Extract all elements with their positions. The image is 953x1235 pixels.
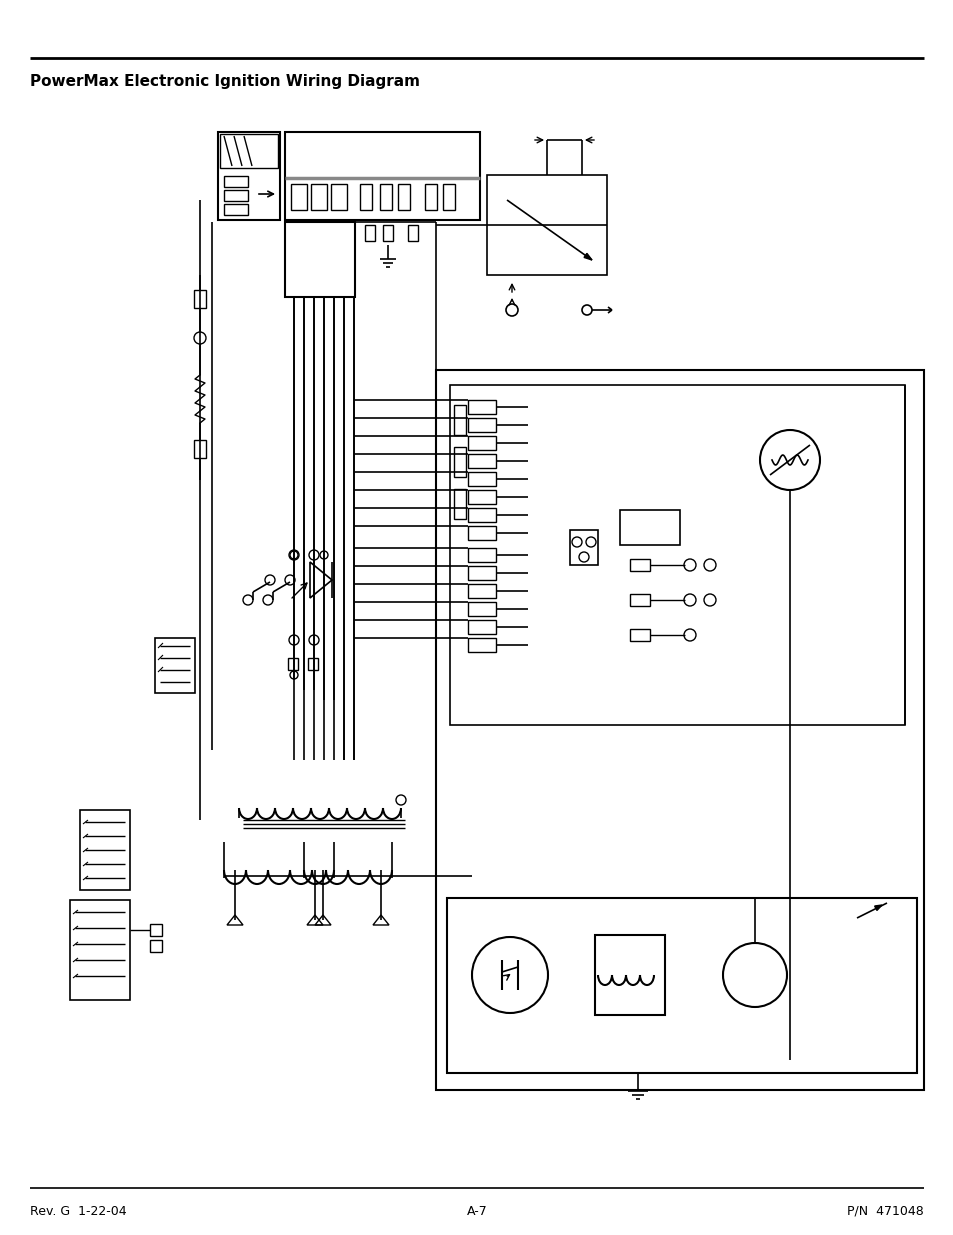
Bar [468,638,496,652]
Bar [150,924,162,936]
Bar [408,225,417,241]
Circle shape [290,671,297,679]
Bar [442,184,455,210]
Circle shape [395,795,406,805]
Bar [150,940,162,952]
Circle shape [285,576,294,585]
Bar [468,417,496,432]
Bar [619,510,679,545]
Bar [486,175,606,275]
Bar [291,184,307,210]
Circle shape [683,594,696,606]
Bar [468,490,496,504]
Bar [454,447,465,477]
Circle shape [683,559,696,571]
Polygon shape [583,253,592,261]
Bar [447,898,916,1073]
Bar [468,400,496,414]
Circle shape [585,537,596,547]
Bar [80,810,130,890]
Text: PowerMax Electronic Ignition Wiring Diagram: PowerMax Electronic Ignition Wiring Diag… [30,74,419,89]
Text: A-7: A-7 [466,1205,487,1218]
Bar [285,222,355,296]
Bar [629,559,649,571]
Bar [468,584,496,598]
Bar [468,548,496,562]
Bar [311,184,327,210]
Circle shape [309,635,318,645]
Bar [70,900,130,1000]
Bar [569,530,598,564]
Bar [331,184,347,210]
Circle shape [722,944,786,1007]
Bar [468,436,496,450]
Circle shape [193,332,206,345]
Bar [629,629,649,641]
Circle shape [703,594,716,606]
Bar [359,184,372,210]
Bar [468,472,496,487]
Bar [468,454,496,468]
Circle shape [243,595,253,605]
Text: P/N  471048: P/N 471048 [846,1205,923,1218]
Bar [454,405,465,435]
Circle shape [472,937,547,1013]
Bar [595,935,664,1015]
Bar [285,132,479,220]
Circle shape [760,430,820,490]
Polygon shape [874,905,882,910]
Bar [288,658,297,671]
Bar [468,601,496,616]
Circle shape [319,551,328,559]
Bar [424,184,436,210]
Bar [224,204,248,215]
Circle shape [578,552,588,562]
Bar [224,177,248,186]
Bar [436,370,923,1091]
Bar [224,190,248,201]
Circle shape [289,550,298,559]
Bar [193,440,206,458]
Circle shape [572,537,581,547]
Circle shape [289,635,298,645]
Bar [468,526,496,540]
Circle shape [265,576,274,585]
Circle shape [263,595,273,605]
Circle shape [505,304,517,316]
Bar [154,638,194,693]
Text: Rev. G  1-22-04: Rev. G 1-22-04 [30,1205,127,1218]
Bar [220,135,277,168]
Bar [468,508,496,522]
Bar [468,620,496,634]
Circle shape [290,551,297,559]
Bar [365,225,375,241]
Bar [454,489,465,519]
Bar [397,184,410,210]
Circle shape [309,550,318,559]
Bar [382,225,393,241]
Bar [193,290,206,308]
Bar [450,385,904,725]
Bar [629,594,649,606]
Circle shape [683,629,696,641]
Bar [218,132,280,220]
Bar [468,566,496,580]
Bar [308,658,317,671]
Circle shape [581,305,592,315]
Circle shape [703,559,716,571]
Bar [379,184,392,210]
